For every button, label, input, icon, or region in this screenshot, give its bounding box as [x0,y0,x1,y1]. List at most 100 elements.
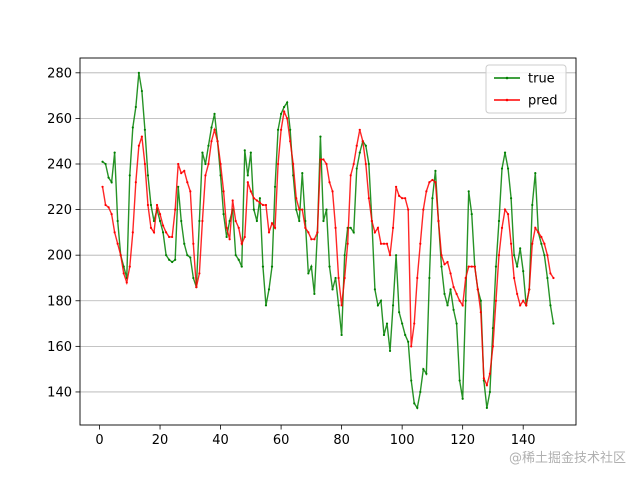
data-point [128,174,131,177]
data-point [446,260,449,264]
data-point [325,162,328,166]
data-point [104,162,107,166]
data-point [500,226,504,229]
axes-frame [79,57,577,426]
data-point [171,260,174,264]
data-point [509,197,513,200]
data-point [461,304,464,307]
data-point [234,219,237,223]
data-point [358,128,361,131]
data-point [313,292,316,296]
data-point [349,226,352,229]
data-point [549,272,552,275]
data-point [174,258,177,261]
data-point [131,126,134,129]
data-point [298,219,301,223]
data-point [540,235,543,239]
data-point [143,162,147,166]
data-point [416,276,419,280]
data-point [376,304,380,307]
data-point [134,181,137,184]
data-point [376,226,380,229]
data-point [307,231,310,234]
data-point [370,219,373,223]
data-point [258,201,262,204]
data-point [225,226,228,229]
data-point [177,185,180,188]
data-point [231,199,234,202]
data-point [543,254,546,257]
data-point [261,203,265,207]
data-point [534,226,537,229]
data-point [528,288,531,291]
x-tick-label: 20 [152,433,169,448]
data-point [398,194,401,198]
data-point [101,160,104,163]
data-point [419,390,422,394]
data-point [113,151,116,154]
y-tick-label: 140 [47,385,72,400]
x-tick-label: 120 [450,433,475,448]
data-point [334,276,337,280]
data-point [464,299,467,302]
data-point [352,231,355,234]
data-point [246,174,249,177]
data-point [500,167,504,170]
data-point [488,390,492,394]
legend-box [485,64,567,114]
data-point [140,89,143,93]
data-point [161,224,165,227]
data-point [455,292,458,296]
data-point [331,190,334,193]
data-point [452,308,455,311]
data-point [137,144,140,147]
data-point [134,105,137,109]
data-point [319,158,322,161]
data-point [270,222,274,225]
data-point [219,162,222,166]
data-point [155,203,159,207]
data-point [419,242,422,245]
data-point [101,185,104,188]
data-point [273,185,277,188]
data-point [398,311,401,314]
data-point [343,254,346,257]
legend-label: pred [528,94,558,109]
data-point [243,235,246,239]
data-point [198,272,201,275]
data-point [107,176,110,179]
data-point [237,258,240,261]
data-point [413,402,416,405]
data-point [331,288,334,291]
data-point [382,242,386,245]
data-point [428,276,431,280]
data-point [401,322,404,325]
data-point [255,199,258,202]
data-point [319,135,322,138]
data-point [443,263,446,266]
data-point [286,101,289,104]
data-point [195,285,198,289]
data-point [364,162,367,166]
data-point [337,276,340,280]
data-point [537,231,540,234]
y-tick-label: 220 [47,203,72,218]
data-point [119,254,122,257]
data-point [513,254,516,257]
data-point [264,304,268,307]
data-point [322,219,325,223]
data-point [240,265,243,268]
data-point [237,226,240,229]
data-point [506,167,510,170]
data-point [355,144,358,147]
data-point [267,288,271,291]
data-point [497,254,501,257]
data-point [283,105,286,109]
data-point [292,162,295,166]
data-point [346,242,349,245]
data-point [440,265,443,268]
data-point [552,322,555,325]
data-point [158,219,162,223]
data-point [422,368,425,371]
